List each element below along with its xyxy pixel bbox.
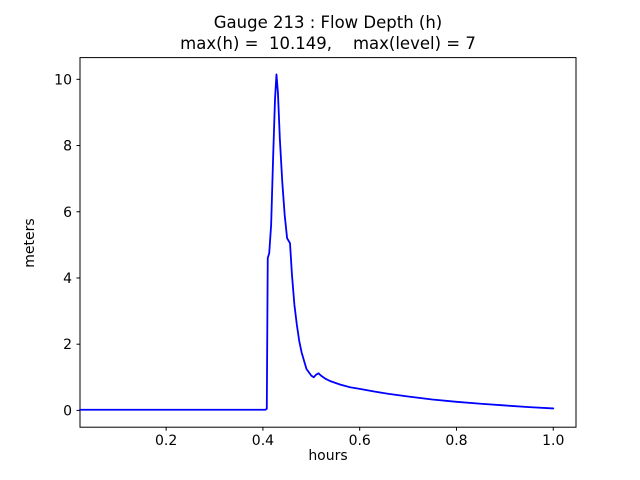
- data-line: [79, 73, 555, 411]
- x-axis-label: hours: [308, 448, 348, 464]
- title-block: Gauge 213 : Flow Depth (h) max(h) = 10.1…: [80, 12, 576, 54]
- x-tick-label: 0.6: [349, 433, 371, 449]
- axes-frame: [79, 57, 577, 428]
- x-tick-label: 0.8: [445, 433, 467, 449]
- y-tick-label: 4: [63, 271, 72, 287]
- y-tick-label: 8: [63, 139, 72, 155]
- y-tick-label: 0: [63, 403, 72, 419]
- x-tick-label: 0.4: [252, 433, 274, 449]
- y-tick-label: 2: [63, 337, 72, 353]
- x-tick-label: 0.2: [155, 433, 177, 449]
- x-tick-label: 1.0: [542, 433, 564, 449]
- chart-title: Gauge 213 : Flow Depth (h): [213, 13, 443, 32]
- y-axis-label: meters: [22, 218, 38, 268]
- y-tick-label: 6: [63, 205, 72, 221]
- chart-subtitle: max(h) = 10.149, max(level) = 7: [180, 34, 476, 53]
- y-tick-label: 10: [54, 72, 72, 88]
